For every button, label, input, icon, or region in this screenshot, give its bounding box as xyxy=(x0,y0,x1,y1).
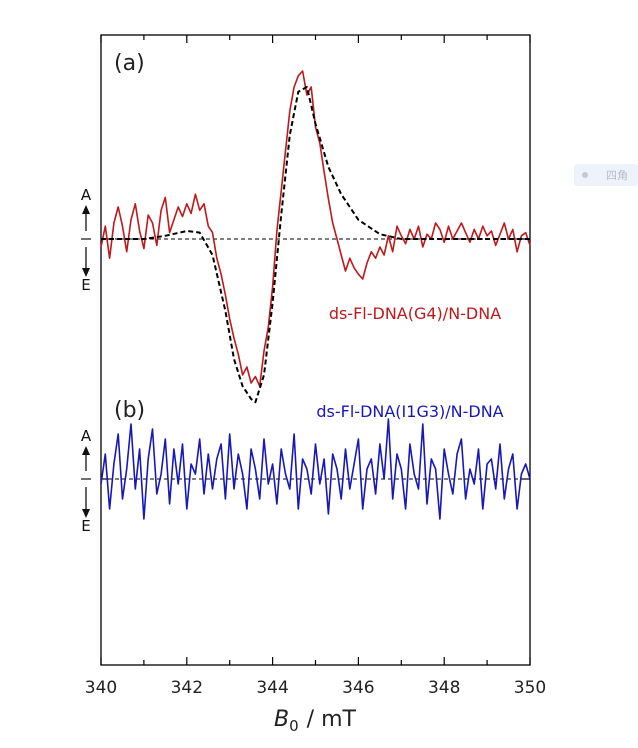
side-tag-dot xyxy=(582,172,588,178)
x-axis-ticks xyxy=(100,35,531,665)
legend-label: ds-Fl-DNA(G4)/N-DNA xyxy=(329,304,501,323)
x-axis-symbol: B xyxy=(274,707,289,732)
fit-curve-dashed xyxy=(101,86,530,404)
legend-label: ds-Fl-DNA(I1G3)/N-DNA xyxy=(316,402,503,421)
x-axis-title: B0 / mT xyxy=(274,707,356,735)
panel-a: (a) A Eds-Fl-DNA(G4)/N-DNA xyxy=(81,51,531,404)
x-tick-label: 348 xyxy=(428,678,460,698)
down-arrow-icon xyxy=(82,509,90,518)
x-axis-unit: / mT xyxy=(307,707,357,732)
x-tick-label: 346 xyxy=(342,678,374,698)
x-tick-label: 344 xyxy=(256,678,288,698)
absorption-label: A xyxy=(81,186,92,204)
side-tag-text: 四角 xyxy=(606,169,628,182)
down-arrow-icon xyxy=(82,268,90,277)
up-arrow-icon xyxy=(82,205,90,214)
data-trace xyxy=(100,70,531,388)
x-tick-label: 350 xyxy=(514,678,546,698)
panel-b: (b) A Eds-Fl-DNA(I1G3)/N-DNA xyxy=(81,398,531,535)
emission-label: E xyxy=(81,517,90,535)
x-tick-label: 340 xyxy=(85,678,117,698)
x-axis-tick-labels: 340 342 344 346 348 350 xyxy=(85,678,546,698)
panel-label: (b) xyxy=(114,398,145,423)
absorption-label: A xyxy=(81,427,92,445)
x-tick-label: 342 xyxy=(171,678,203,698)
data-trace xyxy=(100,418,531,520)
emission-label: E xyxy=(81,276,90,294)
side-tag: 四角 xyxy=(574,164,638,186)
up-arrow-icon xyxy=(82,446,90,455)
panel-label: (a) xyxy=(114,51,145,76)
x-axis-subscript: 0 xyxy=(289,717,299,735)
